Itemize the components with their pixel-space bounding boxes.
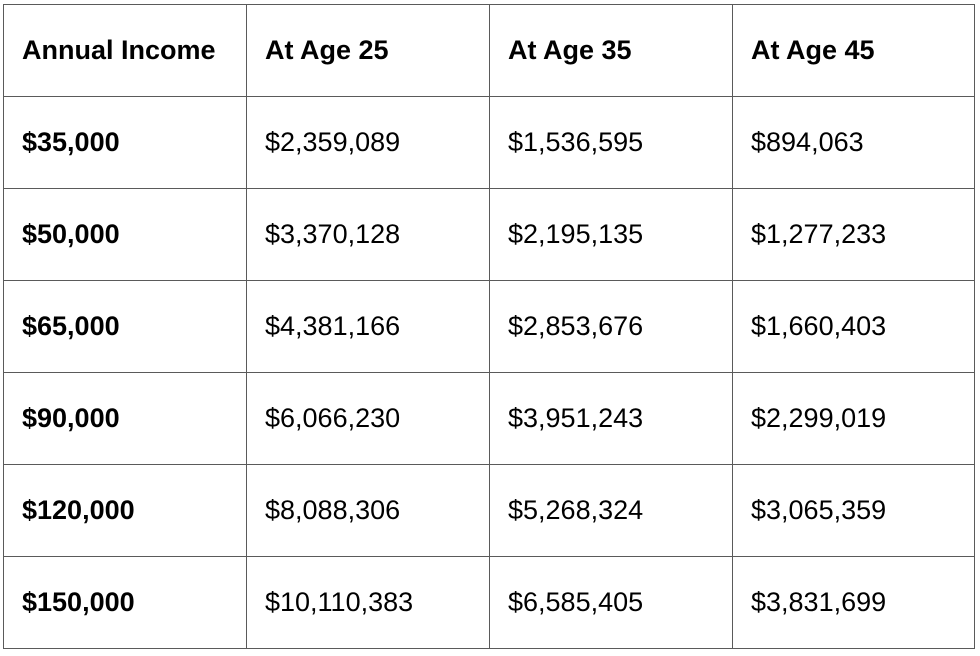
table-row: $50,000 $3,370,128 $2,195,135 $1,277,233 [3, 188, 975, 281]
table-row: $90,000 $6,066,230 $3,951,243 $2,299,019 [3, 372, 975, 465]
value-cell-age-35: $1,536,595 [489, 96, 733, 189]
table-row: $65,000 $4,381,166 $2,853,676 $1,660,403 [3, 280, 975, 373]
income-cell: $50,000 [3, 188, 247, 281]
table-row: $150,000 $10,110,383 $6,585,405 $3,831,6… [3, 556, 975, 649]
value-cell-age-45: $1,277,233 [732, 188, 975, 281]
value-cell-age-45: $1,660,403 [732, 280, 975, 373]
table-header-row: Annual Income At Age 25 At Age 35 At Age… [3, 4, 975, 97]
value-cell-age-45: $894,063 [732, 96, 975, 189]
table-row: $120,000 $8,088,306 $5,268,324 $3,065,35… [3, 464, 975, 557]
value-cell-age-45: $3,065,359 [732, 464, 975, 557]
value-cell-age-45: $3,831,699 [732, 556, 975, 649]
value-cell-age-25: $2,359,089 [246, 96, 490, 189]
header-age-45: At Age 45 [732, 4, 975, 97]
value-cell-age-35: $2,195,135 [489, 188, 733, 281]
header-age-35: At Age 35 [489, 4, 733, 97]
value-cell-age-25: $4,381,166 [246, 280, 490, 373]
savings-table: Annual Income At Age 25 At Age 35 At Age… [3, 4, 975, 649]
savings-table-container: Annual Income At Age 25 At Age 35 At Age… [3, 4, 975, 649]
header-age-25: At Age 25 [246, 4, 490, 97]
value-cell-age-35: $5,268,324 [489, 464, 733, 557]
value-cell-age-35: $2,853,676 [489, 280, 733, 373]
income-cell: $35,000 [3, 96, 247, 189]
income-cell: $65,000 [3, 280, 247, 373]
income-cell: $150,000 [3, 556, 247, 649]
income-cell: $90,000 [3, 372, 247, 465]
income-cell: $120,000 [3, 464, 247, 557]
value-cell-age-35: $3,951,243 [489, 372, 733, 465]
header-annual-income: Annual Income [3, 4, 247, 97]
value-cell-age-25: $8,088,306 [246, 464, 490, 557]
table-row: $35,000 $2,359,089 $1,536,595 $894,063 [3, 96, 975, 189]
value-cell-age-25: $6,066,230 [246, 372, 490, 465]
value-cell-age-25: $3,370,128 [246, 188, 490, 281]
value-cell-age-45: $2,299,019 [732, 372, 975, 465]
value-cell-age-25: $10,110,383 [246, 556, 490, 649]
value-cell-age-35: $6,585,405 [489, 556, 733, 649]
